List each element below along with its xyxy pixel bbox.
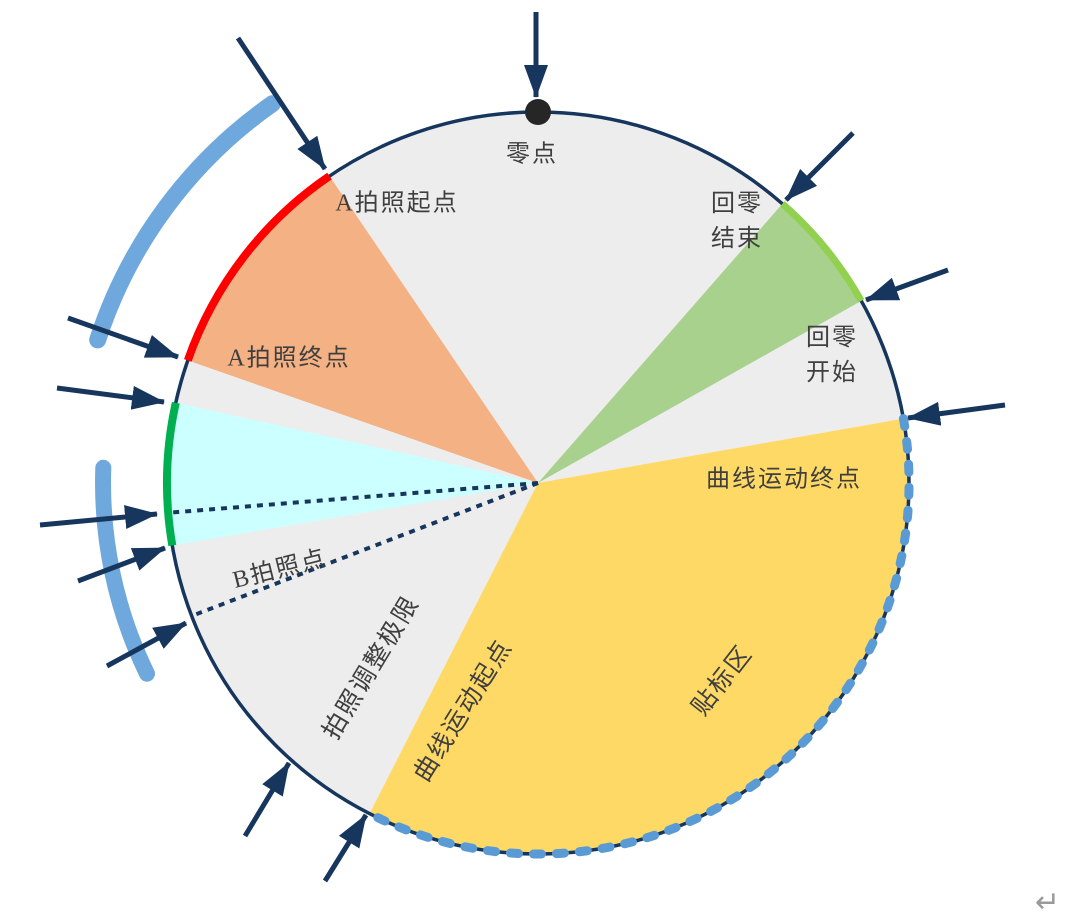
sector-photo-a <box>187 176 539 483</box>
arrow-b-zone-top <box>56 385 165 410</box>
arrow-photo-b <box>39 505 158 529</box>
label-photo-a-end: A拍照终点 <box>227 345 351 372</box>
arrow-adjust-limit <box>105 620 188 669</box>
rim-arc-photo-b <box>163 401 180 547</box>
zero-point-dot <box>525 99 551 125</box>
label-photo-a-start: A拍照起点 <box>335 190 459 217</box>
arrow-home-start <box>865 267 949 303</box>
arrow-curve-start <box>322 813 369 883</box>
sector-home-return <box>538 203 862 484</box>
rim-arc-home-return <box>780 201 865 303</box>
label-curve-end: 曲线运动终点 <box>706 466 862 493</box>
outer-band-upper <box>89 95 281 349</box>
return-mark: ↵ <box>1035 885 1061 918</box>
radius-line-adjust-limit <box>190 481 539 618</box>
label-home-end: 回零 结束 <box>711 191 763 252</box>
arrow-b-zone-bottom <box>77 545 166 584</box>
radius-line-photo-b <box>168 481 539 515</box>
sector-photo-b <box>167 402 538 546</box>
rim-arc-photo-a <box>184 172 332 362</box>
label-zero-point: 零点 <box>506 141 558 168</box>
arrow-home-end <box>784 131 855 202</box>
arrow-adjust-region <box>242 761 292 838</box>
arrow-photo-a-end <box>67 315 179 360</box>
pointer-arrows <box>39 12 1006 883</box>
rim-arc-labeling-dashed <box>365 414 914 859</box>
sector-labeling-zone <box>369 418 910 855</box>
label-home-start: 回零 开始 <box>806 325 858 386</box>
arrow-curve-end <box>907 401 1006 426</box>
arrow-photo-a-start <box>235 36 328 171</box>
